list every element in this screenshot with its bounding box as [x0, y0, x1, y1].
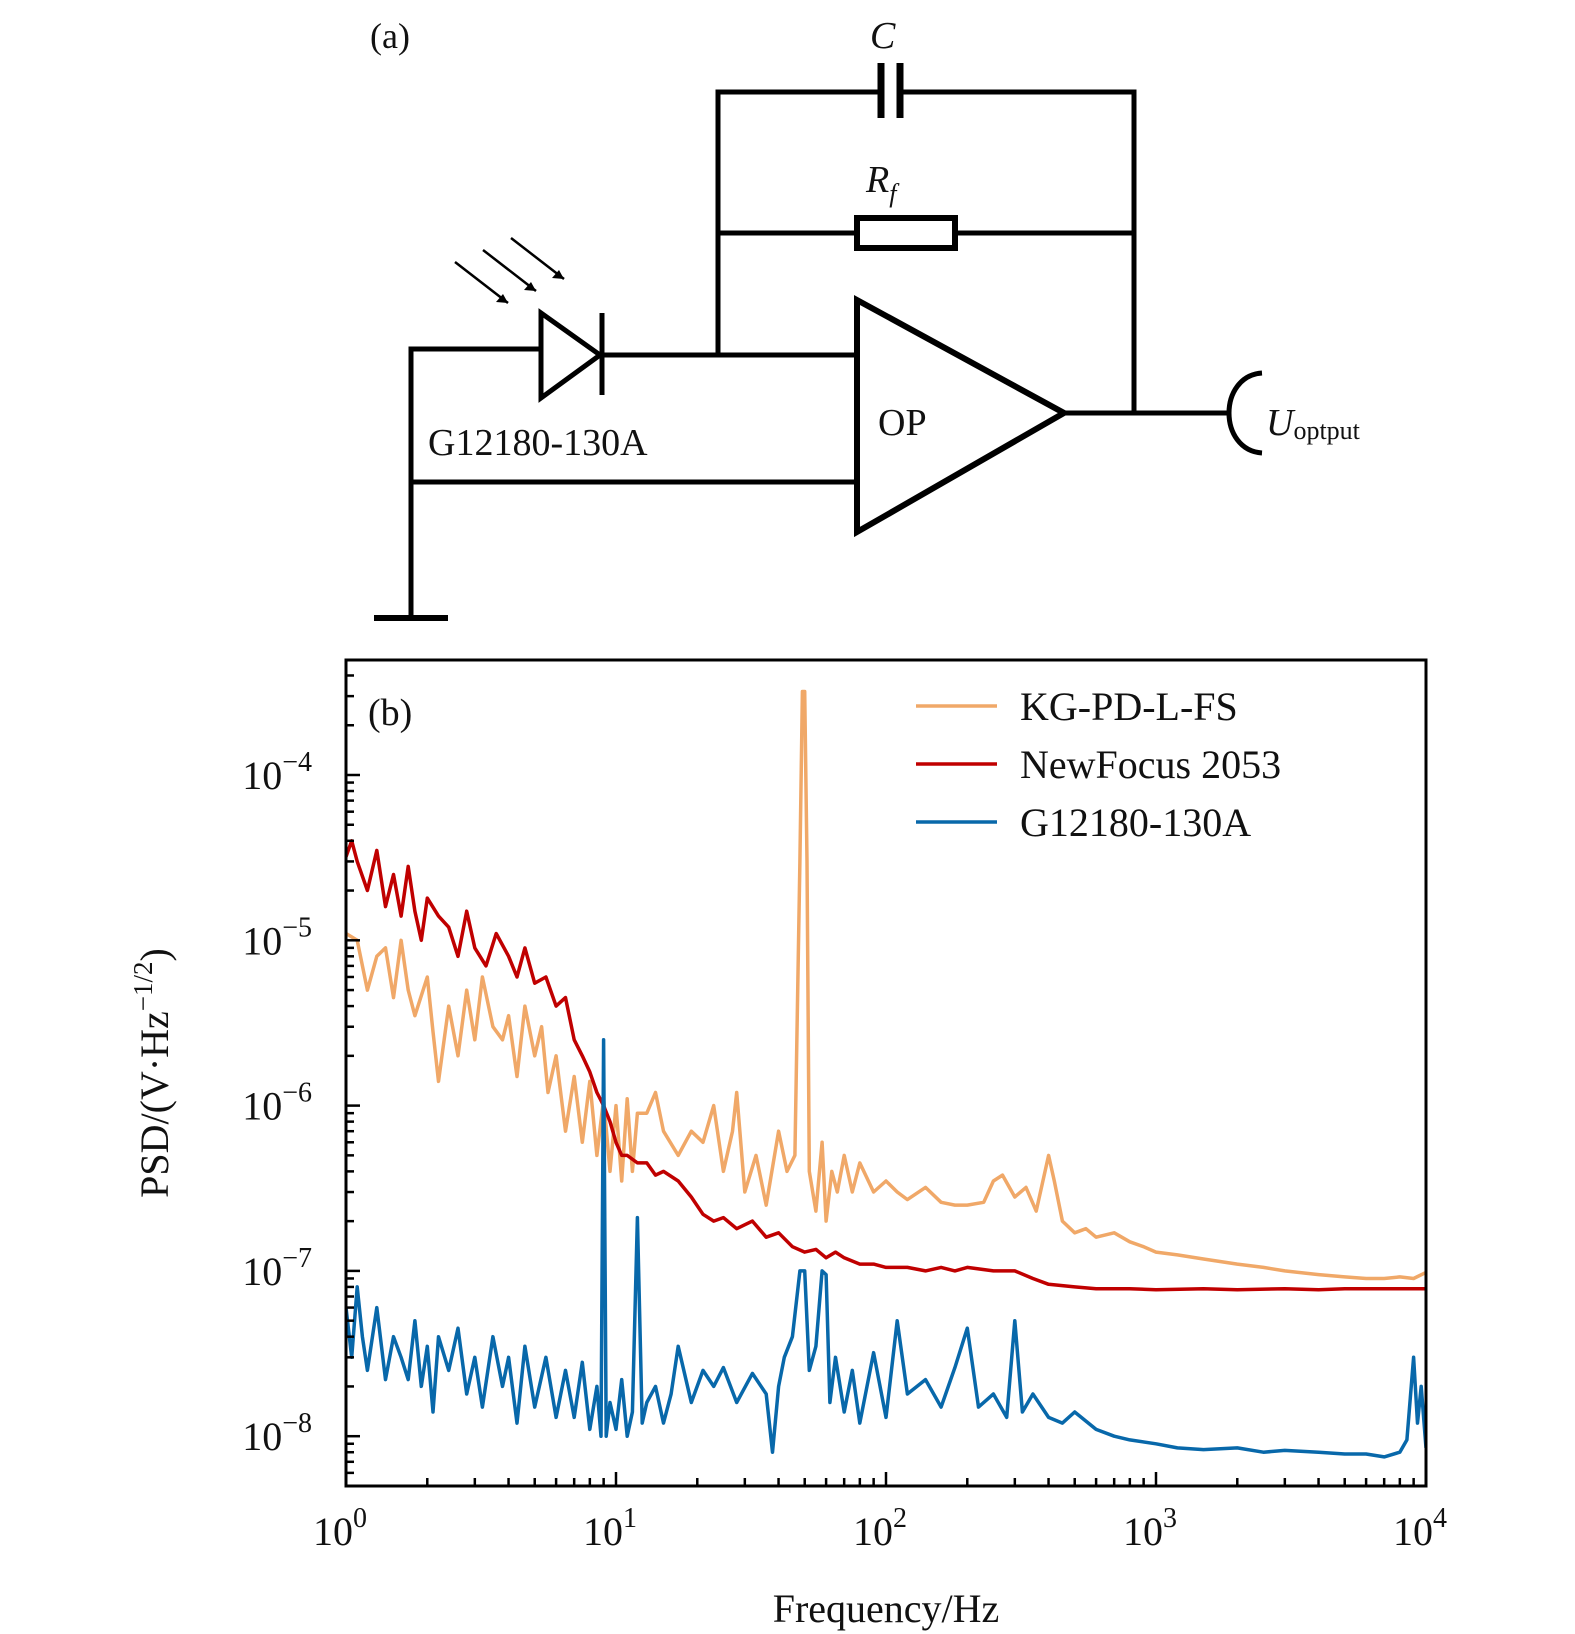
legend-item: NewFocus 2053	[916, 742, 1281, 787]
y-axis-label: PSD/(V·Hz−1/2)	[128, 948, 177, 1198]
series-line-g12180-130a	[346, 1038, 1426, 1459]
legend-label: NewFocus 2053	[1020, 742, 1281, 787]
output-label: Uoptput	[1266, 402, 1361, 445]
output-terminal-icon	[1226, 370, 1263, 456]
anode-wire	[408, 346, 544, 620]
circuit-diagram: (a) C Rf G12180-130A	[370, 15, 1361, 621]
photodiode-label: G12180-130A	[428, 422, 648, 464]
plot-frame	[344, 658, 1428, 1488]
y-tick-label: 10−6	[242, 1078, 312, 1129]
x-tick-label: 102	[853, 1503, 907, 1554]
panel-a-label: (a)	[370, 16, 410, 56]
legend-item: G12180-130A	[916, 800, 1251, 845]
legend: KG-PD-L-FS NewFocus 2053 G12180-130A	[916, 684, 1281, 845]
tick-labels: 100 101 102 103 104 10−4 10−5 10−6 10−7 10−8	[242, 747, 1447, 1554]
x-tick-label: 103	[1123, 1503, 1177, 1554]
series-layer	[346, 689, 1426, 1459]
capacitor-wire-right	[897, 89, 1137, 415]
opamp-label: OP	[878, 402, 927, 444]
y-tick-label: 10−7	[242, 1243, 312, 1294]
y-tick-label: 10−8	[242, 1408, 312, 1459]
photodiode-symbol	[538, 308, 605, 403]
light-arrows-icon	[454, 237, 565, 304]
legend-label: G12180-130A	[1020, 800, 1251, 845]
opamp-symbol	[854, 294, 1071, 538]
x-tick-label: 104	[1393, 1503, 1447, 1554]
series-line-newfocus-2053	[346, 839, 1426, 1292]
x-axis-label: Frequency/Hz	[773, 1586, 1000, 1631]
series-line-kg-pd-l-fs	[346, 689, 1426, 1281]
y-tick-label: 10−5	[242, 912, 312, 963]
capacitor-label: C	[870, 15, 896, 57]
resistor-label: Rf	[865, 159, 900, 208]
legend-label: KG-PD-L-FS	[1020, 684, 1238, 729]
panel-b-label: (b)	[368, 692, 412, 734]
x-tick-label: 101	[583, 1503, 637, 1554]
resistor-symbol	[854, 215, 958, 251]
x-tick-label: 100	[313, 1503, 367, 1554]
legend-item: KG-PD-L-FS	[916, 684, 1238, 729]
y-tick-label: 10−4	[242, 747, 312, 798]
